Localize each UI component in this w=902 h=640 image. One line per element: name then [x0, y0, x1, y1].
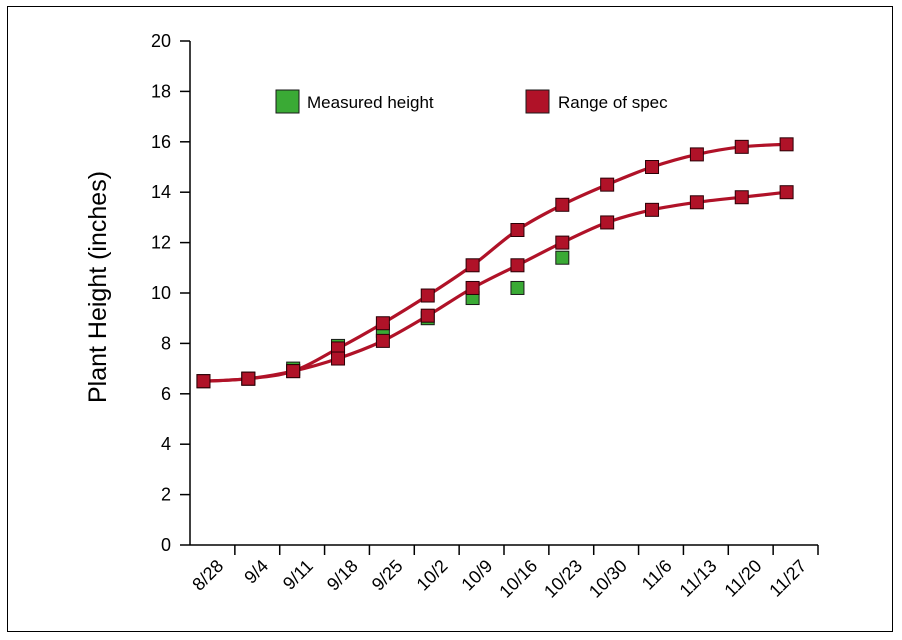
x-tick-label: 9/25	[368, 556, 407, 595]
spec-upper-point	[779, 137, 794, 152]
spec-upper-point	[734, 139, 749, 154]
y-tick-label: 20	[151, 31, 171, 51]
measured-height-point	[555, 250, 570, 265]
measured-height-point	[510, 280, 525, 295]
axes	[189, 41, 818, 546]
x-tick-label: 9/18	[323, 556, 362, 595]
spec-lower-point	[241, 371, 256, 386]
spec-lower-point	[734, 190, 749, 205]
spec-lower-point	[465, 280, 480, 295]
x-tick-label: 8/28	[188, 556, 227, 595]
x-tick-label: 11/27	[765, 556, 810, 601]
spec-upper-point	[689, 147, 704, 162]
spec-lower-point	[375, 333, 390, 348]
spec-lower-line	[203, 190, 787, 383]
legend-measured-label: Measured height	[307, 93, 434, 112]
x-tick-label: 10/30	[585, 556, 631, 602]
spec-range-lines	[203, 142, 787, 383]
spec-lower-point	[196, 374, 211, 389]
x-tick-label: 11/13	[676, 556, 721, 601]
spec-lower-point	[286, 364, 301, 379]
y-axis-ticks: 0 2 4 6 8 10 12 14 16 18 20	[151, 31, 190, 555]
spec-lower-point	[600, 215, 615, 230]
spec-lower-point	[420, 308, 435, 323]
y-tick-label: 8	[161, 333, 171, 353]
y-tick-label: 10	[151, 283, 171, 303]
y-axis-title: Plant Height (inches)	[84, 171, 112, 403]
x-tick-label: 10/16	[495, 556, 541, 602]
x-tick-label: 9/4	[240, 556, 272, 588]
y-tick-label: 18	[151, 81, 171, 101]
spec-upper-line	[203, 142, 787, 383]
spec-lower-point	[689, 195, 704, 210]
spec-upper-point	[375, 316, 390, 331]
spec-upper-point	[645, 160, 660, 174]
x-tick-label: 10/23	[540, 556, 586, 602]
x-tick-label: 9/11	[279, 556, 317, 594]
y-tick-label: 2	[161, 485, 171, 505]
spec-upper-point	[510, 223, 525, 237]
x-axis-ticks: 8/28 9/4 9/11 9/18 9/25 10/2 10/910/1610/2310/…	[188, 545, 819, 602]
legend: Measured height Range of spec	[275, 89, 668, 114]
x-tick-label: 11/20	[720, 556, 765, 601]
x-tick-label: 11/6	[638, 556, 676, 594]
spec-upper-point	[555, 197, 570, 212]
spec-lower-point	[555, 235, 570, 250]
spec-lower-point	[779, 185, 794, 200]
spec-upper-point	[465, 258, 480, 273]
y-tick-label: 12	[151, 233, 171, 253]
y-tick-label: 6	[161, 384, 171, 404]
spec-lower-point	[331, 351, 346, 366]
y-tick-label: 16	[151, 132, 171, 152]
legend-spec-label: Range of spec	[558, 93, 668, 112]
spec-upper-point	[420, 288, 435, 303]
spec-range-markers	[196, 137, 794, 389]
spec-lower-point	[510, 258, 525, 273]
y-tick-label: 4	[161, 434, 171, 454]
x-tick-label: 10/2	[413, 556, 452, 595]
spec-upper-point	[600, 177, 615, 192]
spec-lower-point	[645, 202, 660, 217]
legend-spec-swatch	[525, 89, 550, 114]
y-tick-label: 14	[151, 182, 171, 202]
y-tick-label: 0	[161, 535, 171, 555]
x-tick-label: 10/9	[457, 556, 496, 595]
chart-frame	[7, 6, 893, 632]
legend-measured-swatch	[275, 89, 300, 114]
